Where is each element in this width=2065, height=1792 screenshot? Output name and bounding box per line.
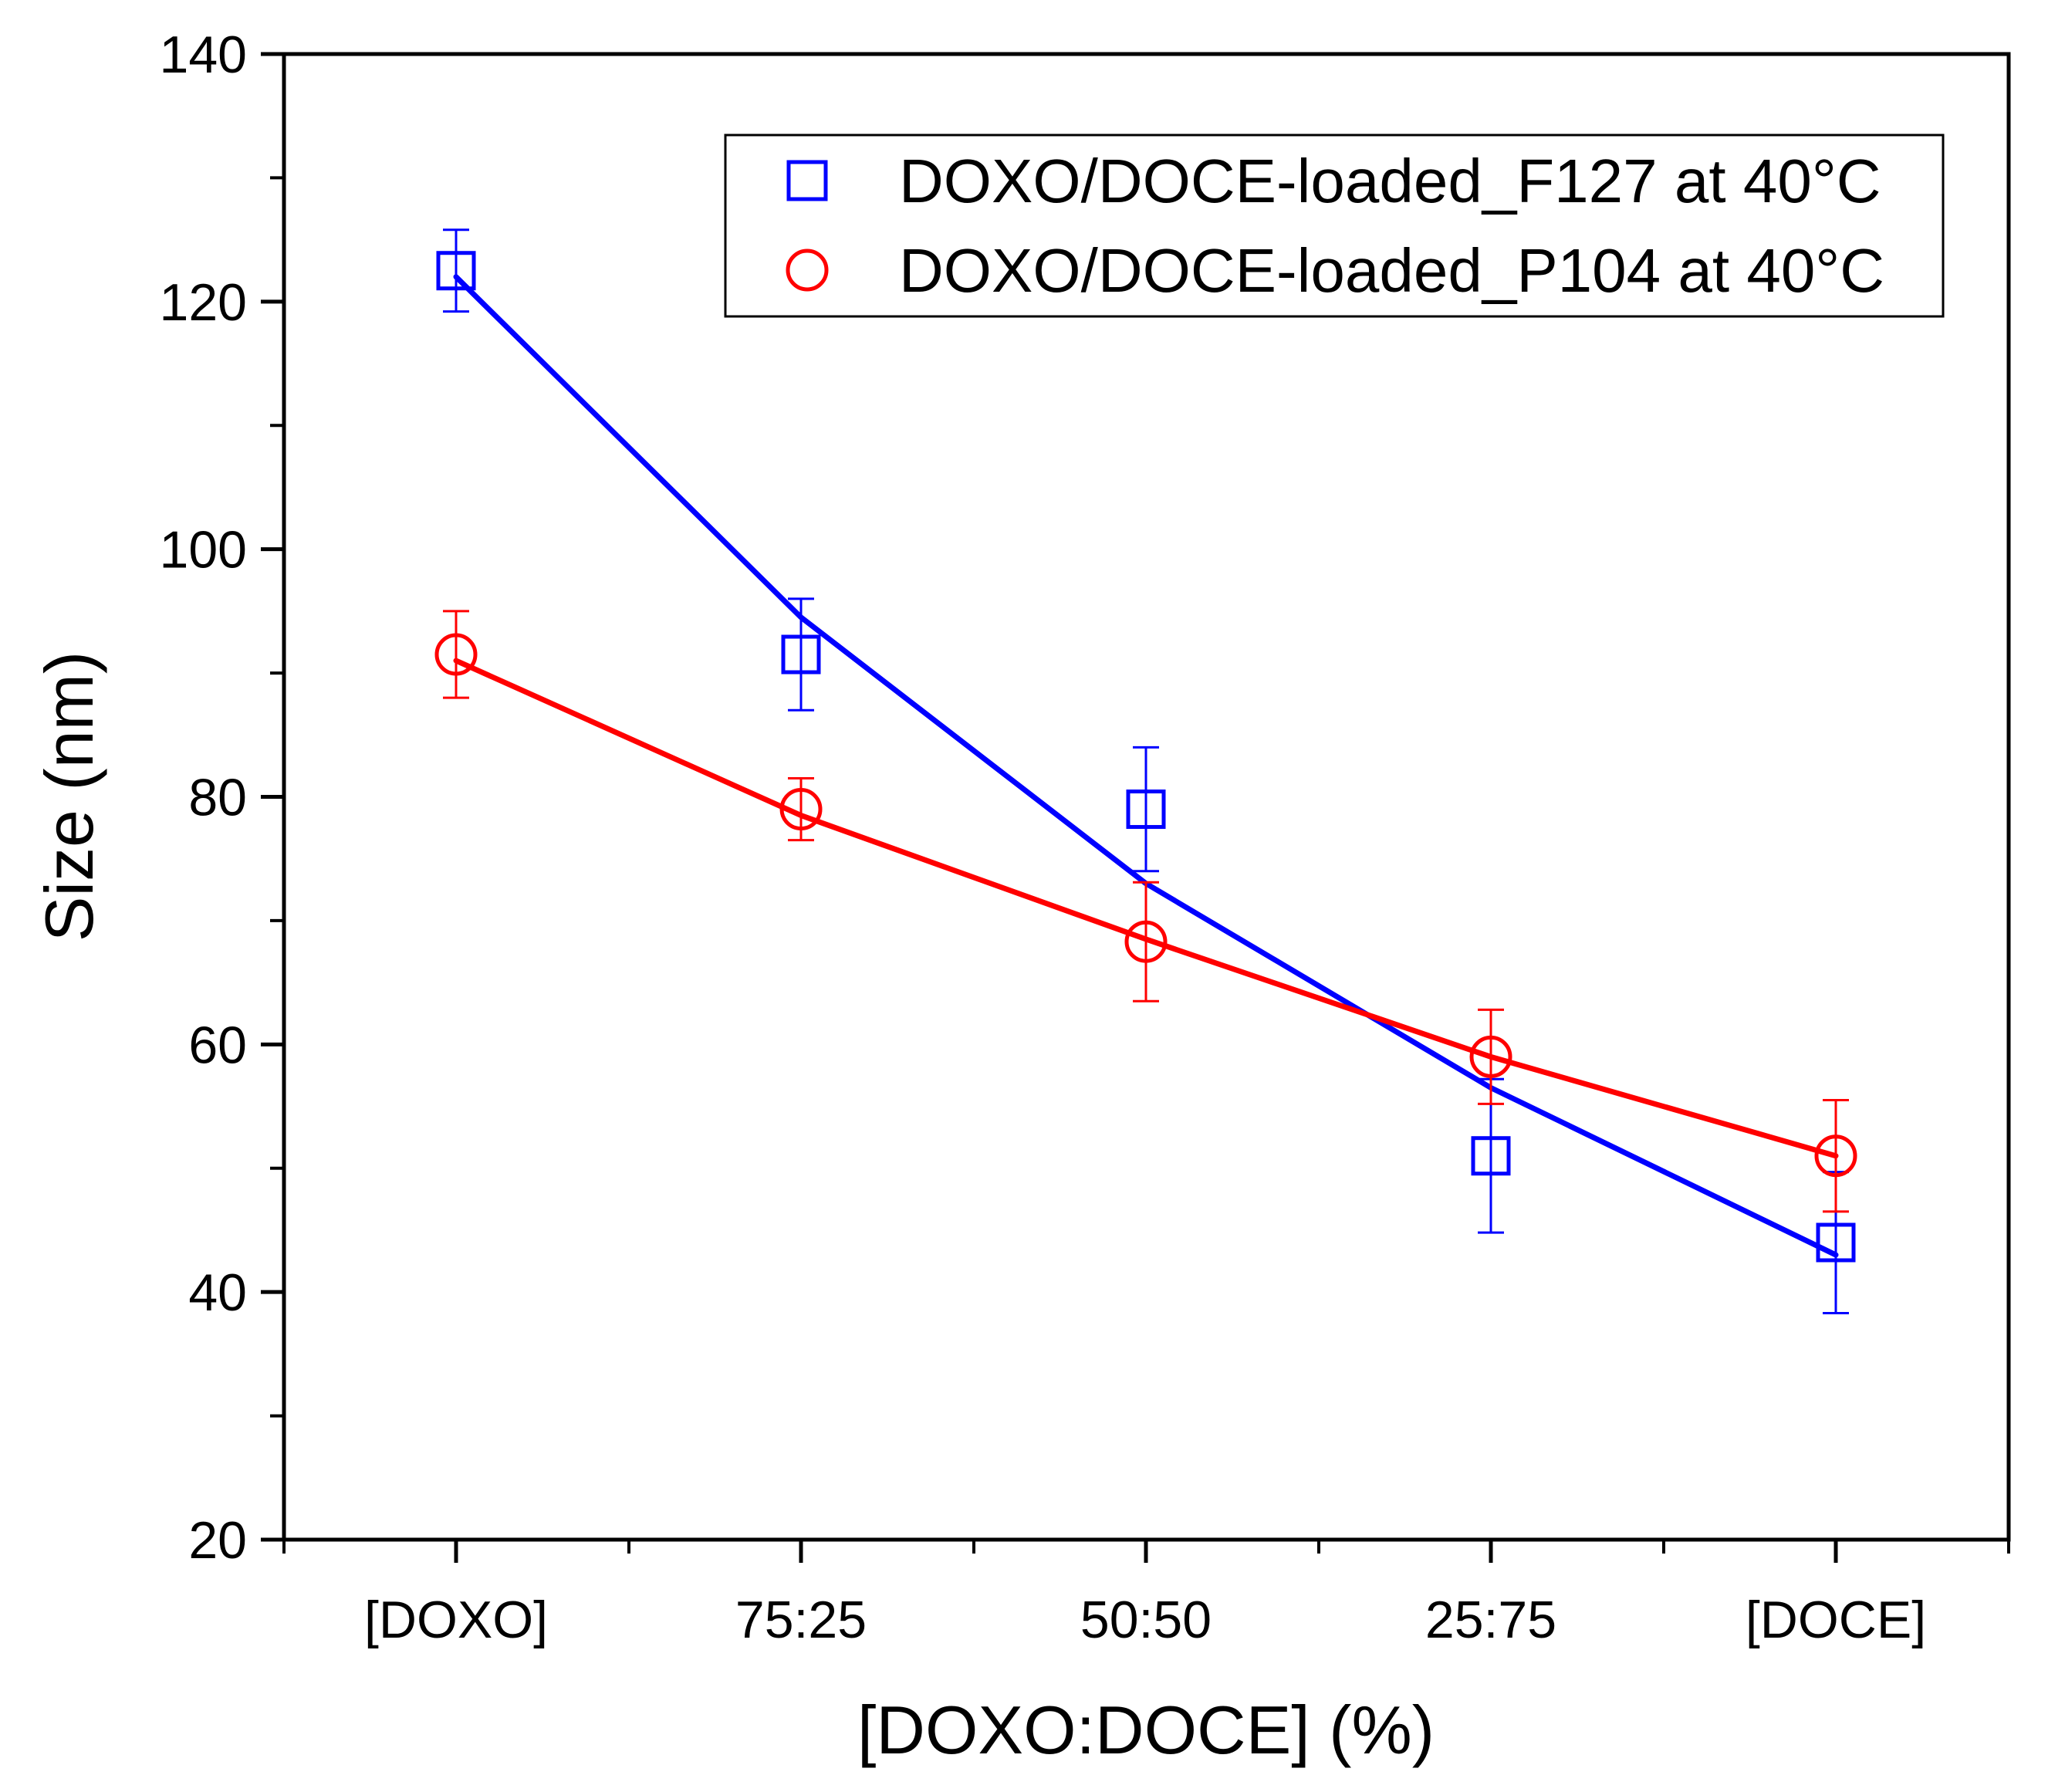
- y-tick-label: 80: [188, 769, 247, 827]
- y-tick-label: 120: [160, 273, 247, 332]
- x-tick-label: 50:50: [1080, 1591, 1212, 1649]
- legend-marker-p104: [786, 249, 829, 292]
- x-tick-label: [DOCE]: [1746, 1591, 1926, 1649]
- x-tick-label: 75:25: [735, 1591, 867, 1649]
- x-axis: [DOXO] 75:25 50:50 25:75 [DOCE]: [282, 1540, 2010, 1649]
- x-tick-label: 25:75: [1425, 1591, 1556, 1649]
- legend-label-f127: DOXO/DOCE-loaded_F127 at 40°C: [899, 147, 1881, 215]
- data-point: [1124, 920, 1168, 963]
- data-point: [781, 634, 821, 675]
- legend: DOXO/DOCE-loaded_F127 at 40°C DOXO/DOCE-…: [724, 134, 1945, 318]
- data-point: [1814, 1134, 1857, 1178]
- y-axis: 20 40 60 80 100 120 140: [160, 25, 284, 1570]
- data-point: [436, 251, 476, 291]
- y-tick-label: 100: [160, 521, 247, 580]
- y-tick-label: 60: [188, 1016, 247, 1074]
- data-point: [1469, 1035, 1512, 1078]
- data-point: [1126, 789, 1166, 830]
- legend-box: [724, 134, 1945, 318]
- series-layer: [434, 228, 1857, 1314]
- y-tick-label: 140: [160, 25, 247, 84]
- legend-marker-f127: [786, 160, 828, 201]
- series-2: [434, 610, 1857, 1213]
- x-tick-label: [DOXO]: [364, 1591, 548, 1649]
- y-axis-title: Size (nm): [31, 651, 107, 942]
- y-tick-label: 40: [188, 1263, 247, 1322]
- data-point: [779, 788, 823, 831]
- legend-label-p104: DOXO/DOCE-loaded_P104 at 40°C: [899, 236, 1884, 305]
- data-point: [1471, 1136, 1511, 1176]
- data-point: [1816, 1222, 1856, 1263]
- data-point: [434, 633, 478, 676]
- series-1: [436, 228, 1856, 1314]
- x-axis-title: [DOXO:DOCE] (%): [857, 1692, 1435, 1768]
- y-tick-label: 20: [188, 1511, 247, 1570]
